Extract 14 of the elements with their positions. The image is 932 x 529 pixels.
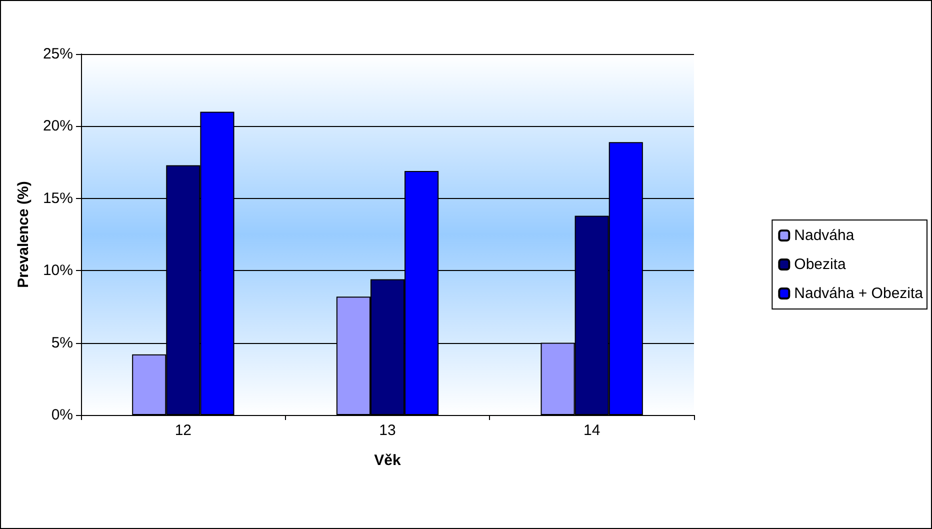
y-tick-label: 20% — [42, 118, 73, 135]
x-axis-title: Věk — [374, 452, 402, 469]
x-tick-label: 14 — [583, 422, 600, 439]
y-axis-title: Prevalence (%) — [15, 181, 32, 288]
y-tick-label: 0% — [51, 406, 73, 424]
y-tick-label: 5% — [51, 334, 73, 352]
x-tick-label: 12 — [174, 422, 192, 439]
y-tick-label: 10% — [42, 262, 73, 280]
legend-label: Nadváha — [794, 227, 855, 244]
y-tick-label: 25% — [42, 46, 73, 62]
legend-label: Obezita — [794, 256, 847, 273]
x-tick-label: 13 — [379, 422, 396, 439]
legend-label: Nadváha + Obezita — [794, 285, 924, 302]
y-tick-label: 15% — [42, 190, 73, 207]
